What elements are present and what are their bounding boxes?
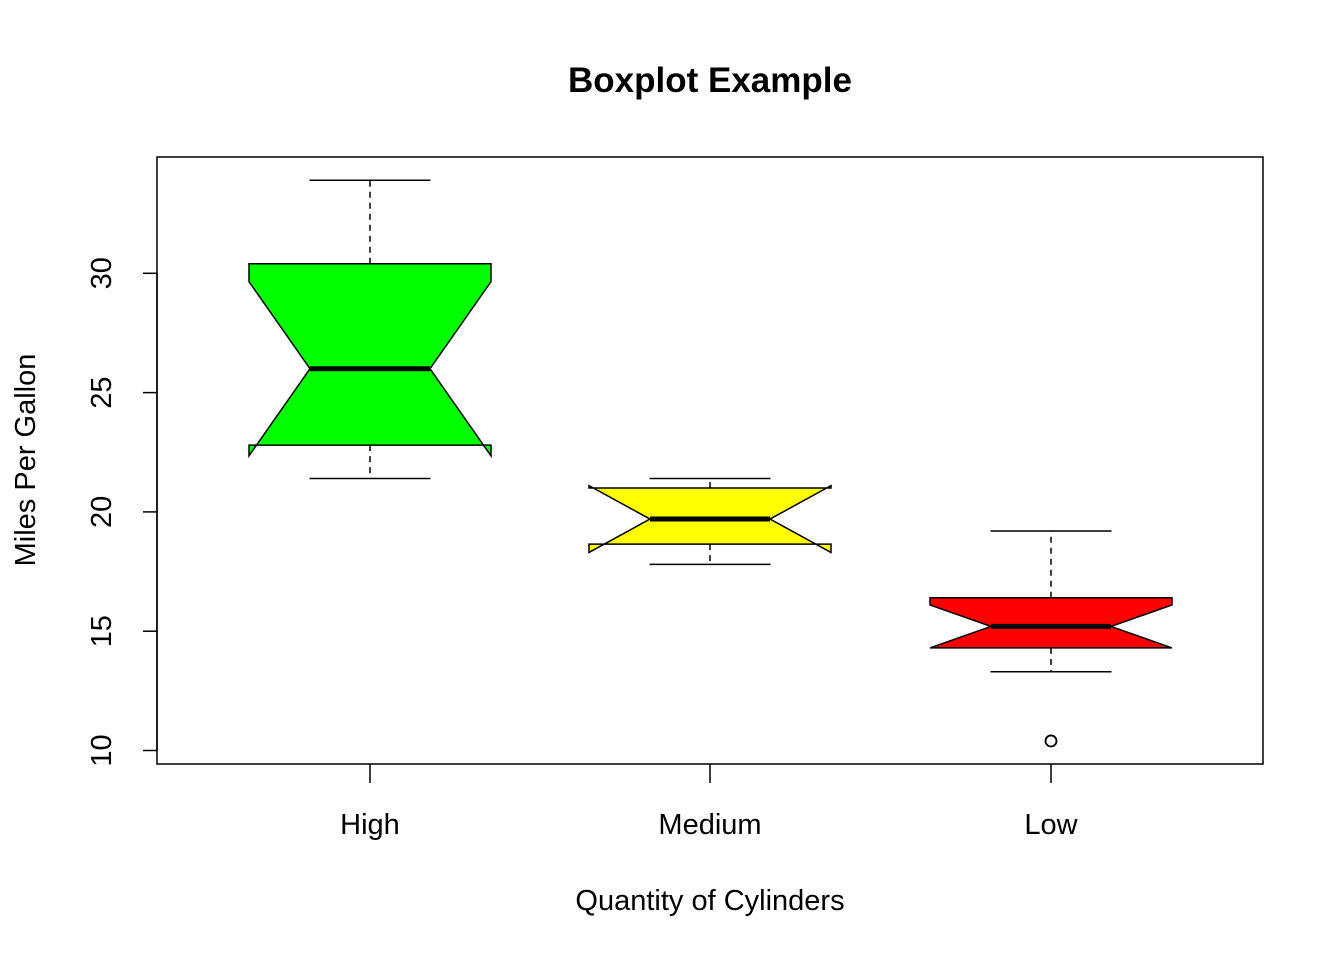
y-tick-label: 15 — [86, 615, 118, 647]
box-low — [929, 530, 1173, 748]
box-high — [248, 179, 492, 480]
chart-title: Boxplot Example — [568, 61, 852, 100]
x-axis: High Medium Low — [340, 764, 1079, 841]
x-tick-label: High — [340, 809, 400, 841]
x-tick-label: Low — [1024, 809, 1078, 841]
y-tick-label: 25 — [86, 376, 118, 408]
box-medium — [588, 477, 832, 566]
notched-box — [248, 263, 492, 459]
y-tick-label: 10 — [86, 734, 118, 766]
boxes-group — [248, 179, 1173, 748]
y-tick-label: 20 — [86, 496, 118, 528]
y-tick-label: 30 — [86, 257, 118, 289]
notched-box — [929, 597, 1173, 649]
x-axis-title: Quantity of Cylinders — [575, 885, 844, 917]
x-tick-label: Medium — [658, 809, 761, 841]
plot-frame — [156, 156, 1264, 765]
y-axis-title: Miles Per Gallon — [10, 354, 42, 567]
y-axis: 10 15 20 25 30 — [86, 257, 158, 767]
outlier-point — [1044, 734, 1058, 748]
